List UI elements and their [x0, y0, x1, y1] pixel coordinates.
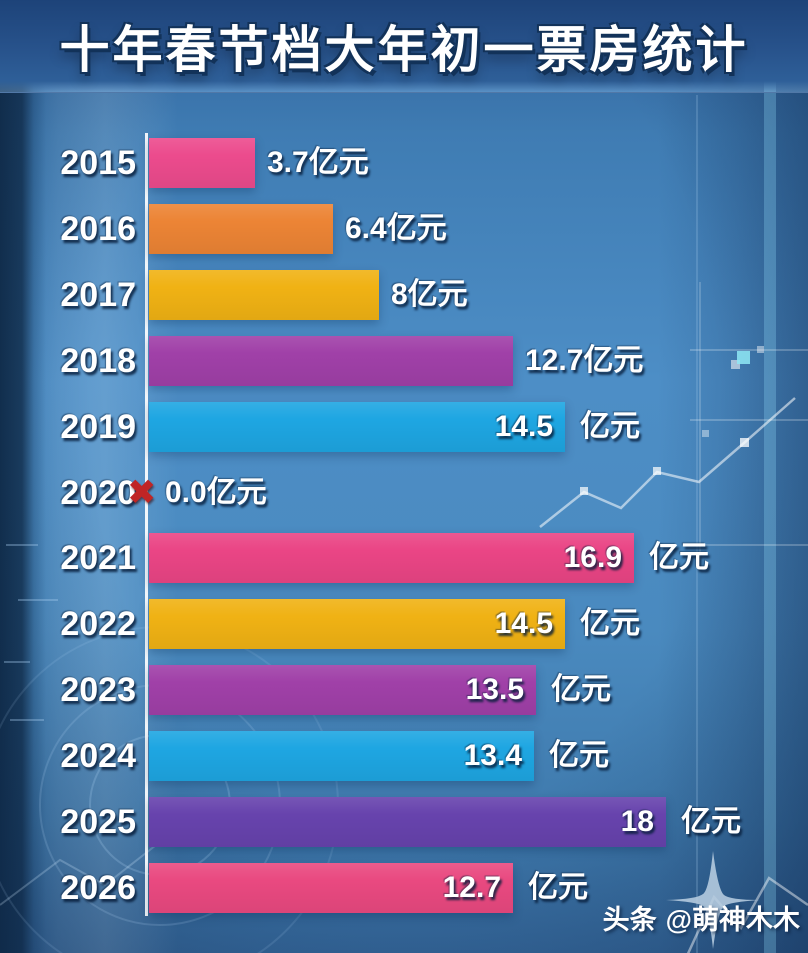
bar-row-2022: 2022 14.5 亿元	[0, 599, 808, 650]
title-banner: 十年春节档大年初一票房统计	[0, 0, 808, 93]
value-unit: 亿元	[580, 409, 640, 443]
y-axis-line	[145, 133, 148, 916]
bar-row-2016: 2016 6.4亿元	[0, 203, 808, 254]
bar: 13.4	[149, 731, 534, 782]
bar: 18	[149, 797, 666, 847]
year-label: 2016	[60, 209, 136, 248]
value-number: 18	[620, 805, 654, 838]
value-label: 6.4亿元	[345, 211, 447, 245]
value-unit: 亿元	[549, 739, 609, 773]
bar-row-2026: 2026 12.7 亿元	[0, 862, 808, 913]
year-label: 2017	[60, 275, 136, 314]
year-label: 2023	[60, 671, 136, 710]
value-unit: 亿元	[528, 870, 588, 904]
watermark-brand: 头条	[602, 905, 657, 935]
year-label: 2018	[60, 341, 136, 380]
bar	[149, 138, 255, 188]
no-release-x-icon: ✖	[127, 472, 157, 512]
bar: 13.5	[149, 665, 536, 716]
value-number: 14.5	[494, 607, 553, 641]
year-label: 2025	[60, 803, 136, 841]
bar: 12.7	[149, 862, 513, 913]
value-number: 12.7	[442, 870, 501, 904]
bar: 14.5	[149, 599, 565, 650]
value-number: 14.5	[494, 409, 553, 443]
bar: 16.9	[149, 533, 634, 584]
year-label: 2026	[60, 868, 136, 907]
bar	[149, 335, 513, 386]
year-label: 2021	[60, 539, 136, 578]
bar-row-2018: 2018 12.7亿元	[0, 335, 808, 386]
value-unit: 亿元	[681, 805, 741, 838]
year-label: 2019	[60, 407, 136, 446]
year-label: 2015	[60, 144, 136, 182]
bar-row-2021: 2021 16.9 亿元	[0, 533, 808, 584]
bar-row-2017: 2017 8亿元	[0, 269, 808, 320]
value-label: 0.0亿元	[165, 475, 267, 509]
value-label: 12.7亿元	[525, 343, 644, 377]
value-unit: 亿元	[551, 673, 611, 707]
bar-row-2023: 2023 13.5 亿元	[0, 665, 808, 716]
bar-row-2024: 2024 13.4 亿元	[0, 731, 808, 782]
value-label: 3.7亿元	[267, 146, 369, 179]
bar	[149, 203, 333, 254]
value-number: 13.5	[465, 673, 524, 707]
value-label: 8亿元	[391, 277, 468, 311]
bar-row-2019: 2019 14.5 亿元	[0, 401, 808, 452]
page-title: 十年春节档大年初一票房统计	[59, 22, 749, 78]
bar-row-2020: 2020 ✖ 0.0亿元	[0, 468, 808, 518]
year-label: 2022	[60, 605, 136, 644]
value-number: 13.4	[463, 739, 522, 773]
watermark: 头条 @萌神木木	[603, 898, 800, 937]
watermark-handle: @萌神木木	[665, 905, 800, 935]
bar-row-2015: 2015 3.7亿元	[0, 138, 808, 188]
bar: 14.5	[149, 401, 565, 452]
bar-row-2025: 2025 18 亿元	[0, 797, 808, 847]
value-unit: 亿元	[580, 607, 640, 641]
value-unit: 亿元	[649, 541, 709, 575]
year-label: 2024	[60, 737, 136, 776]
value-number: 16.9	[563, 541, 622, 575]
year-label: 2020	[60, 473, 136, 512]
sparkle-icon	[666, 851, 760, 949]
bar	[149, 269, 379, 320]
